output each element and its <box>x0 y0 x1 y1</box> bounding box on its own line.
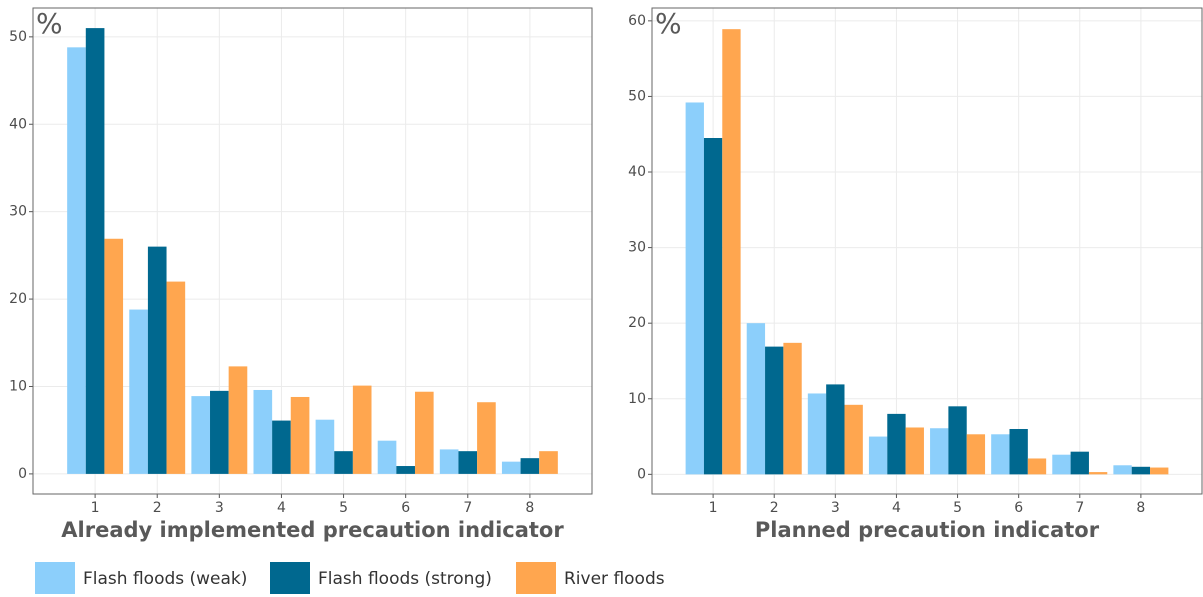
bar <box>85 28 105 474</box>
bar <box>1009 428 1028 475</box>
bar <box>539 451 558 474</box>
legend-swatch <box>35 562 75 594</box>
y-tick-label: 50 <box>628 88 646 104</box>
x-tick-label: 3 <box>215 500 224 516</box>
bar <box>905 427 924 475</box>
bar <box>722 29 741 475</box>
bar <box>439 449 459 474</box>
plot-border <box>651 7 1203 495</box>
bar <box>414 391 434 474</box>
bar <box>520 458 540 474</box>
bar <box>477 402 496 474</box>
x-tick-label: 6 <box>401 500 410 516</box>
bar <box>844 404 863 475</box>
bar <box>290 396 310 474</box>
bar <box>807 393 827 475</box>
bar <box>966 434 986 475</box>
bar <box>991 434 1010 475</box>
bar <box>166 281 186 474</box>
bar <box>1052 454 1071 475</box>
x-tick-label: 2 <box>770 500 779 516</box>
y-tick-label: 40 <box>628 164 646 180</box>
x-tick-label: 4 <box>277 500 286 516</box>
legend-swatch <box>270 562 310 594</box>
x-tick-label: 8 <box>1136 500 1145 516</box>
bar <box>930 428 949 475</box>
x-tick-label: 7 <box>463 500 472 516</box>
y-tick-label: 60 <box>628 13 646 29</box>
bar <box>783 342 802 475</box>
x-tick-label: 2 <box>153 500 162 516</box>
x-tick-label: 8 <box>525 500 534 516</box>
x-tick-label: 5 <box>339 500 348 516</box>
bar <box>272 420 291 474</box>
x-tick-label: 1 <box>709 500 718 516</box>
bar <box>1113 465 1132 475</box>
bar <box>1150 467 1169 475</box>
x-tick-label: 1 <box>91 500 100 516</box>
legend-swatch <box>516 562 556 594</box>
bar <box>253 389 273 474</box>
x-axis-label: Already implemented precaution indicator <box>61 518 564 542</box>
bar <box>458 451 478 474</box>
bar <box>703 138 723 475</box>
bar <box>129 309 148 474</box>
x-axis-label: Planned precaution indicator <box>755 518 1100 542</box>
bar <box>948 406 967 475</box>
bar <box>826 384 845 475</box>
legend-label: Flash floods (strong) <box>318 569 492 589</box>
bar <box>352 385 372 474</box>
bar <box>1088 472 1108 475</box>
y-tick-label: 40 <box>9 116 27 132</box>
bar <box>147 246 167 474</box>
bar <box>104 238 124 474</box>
y-axis-label: % <box>36 7 63 40</box>
bar <box>334 451 353 474</box>
bar <box>746 323 766 475</box>
bar <box>765 346 784 475</box>
bar <box>685 102 704 475</box>
y-tick-label: 10 <box>628 391 646 407</box>
y-axis-label: % <box>655 7 682 40</box>
bar <box>501 461 521 474</box>
bar <box>67 47 86 474</box>
x-tick-label: 6 <box>1014 500 1023 516</box>
bar <box>1027 458 1047 475</box>
y-tick-label: 0 <box>637 466 646 482</box>
bar <box>868 436 888 475</box>
bar <box>228 366 248 474</box>
y-tick-label: 10 <box>9 378 27 394</box>
x-tick-label: 3 <box>831 500 840 516</box>
y-tick-label: 0 <box>18 466 27 482</box>
y-tick-label: 20 <box>628 315 646 331</box>
legend-label: Flash floods (weak) <box>83 569 247 589</box>
y-tick-label: 50 <box>9 29 27 45</box>
y-tick-label: 30 <box>628 240 646 256</box>
x-tick-label: 4 <box>892 500 901 516</box>
plot-border <box>32 7 593 495</box>
bar <box>315 419 335 474</box>
y-tick-label: 30 <box>9 204 27 220</box>
bar <box>210 390 229 474</box>
bar <box>1131 466 1151 475</box>
bar <box>191 396 211 474</box>
y-tick-label: 20 <box>9 291 27 307</box>
bar <box>396 466 415 474</box>
x-tick-label: 5 <box>953 500 962 516</box>
bar <box>887 413 906 475</box>
legend-label: River floods <box>564 569 665 589</box>
x-tick-label: 7 <box>1075 500 1084 516</box>
bar <box>377 440 397 474</box>
bar <box>1070 451 1089 475</box>
